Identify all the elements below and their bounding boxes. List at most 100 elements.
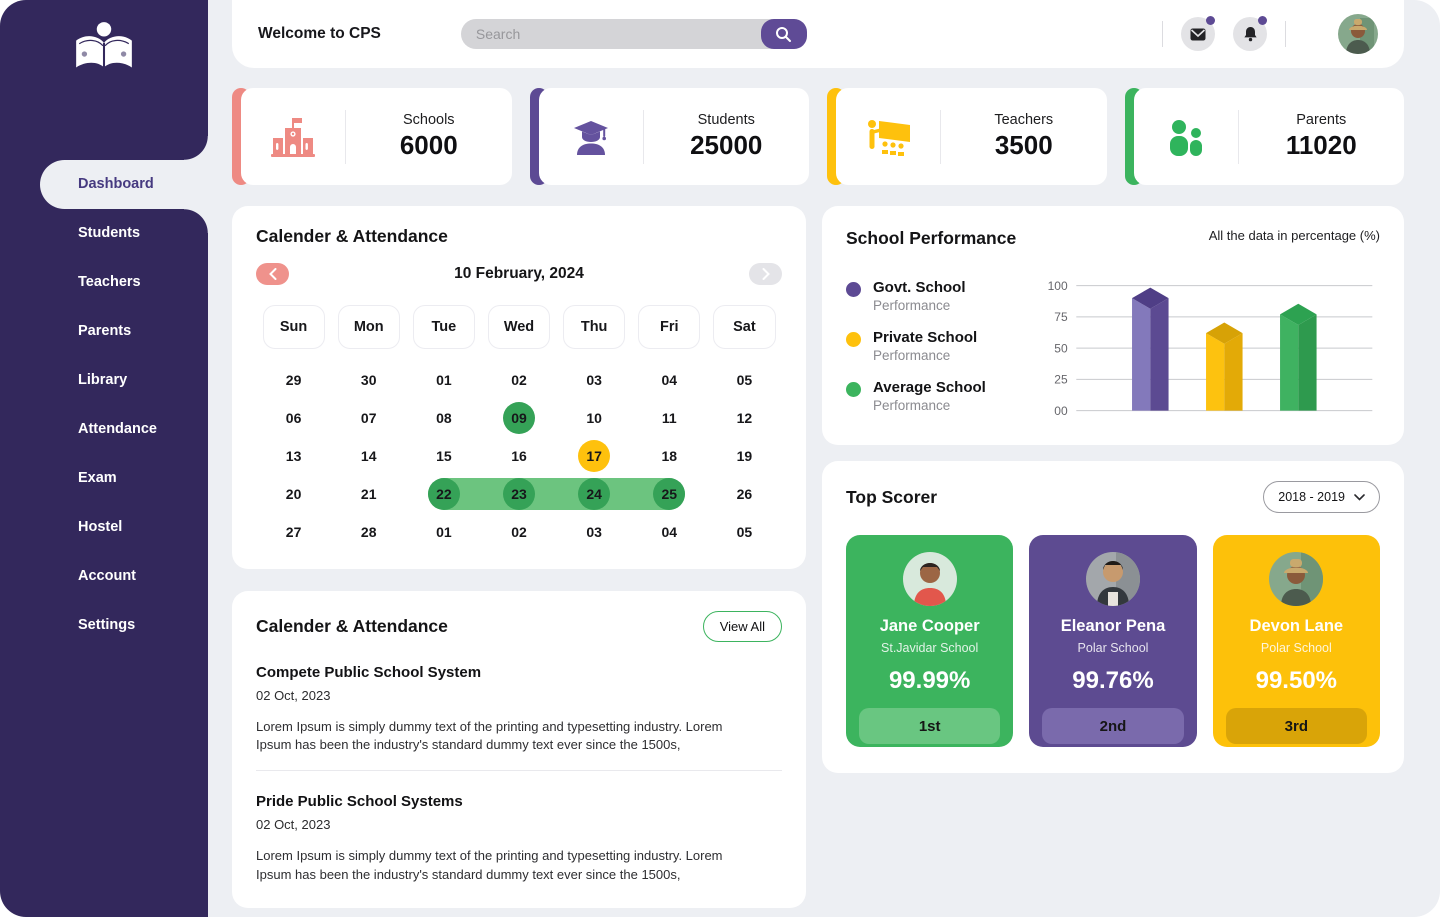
rank-badge[interactable]: 2nd: [1042, 708, 1184, 744]
calendar-day[interactable]: 01: [436, 524, 452, 540]
stat-value: 3500: [994, 130, 1053, 160]
scorer-name: Jane Cooper: [879, 617, 980, 635]
rank-badge[interactable]: 3rd: [1225, 708, 1367, 744]
scorer-card-1st[interactable]: Jane Cooper St.Javidar School 99.99% 1st: [846, 535, 1014, 747]
sidebar-item-label: Dashboard: [78, 175, 154, 192]
sidebar-item-dashboard[interactable]: Dashboard: [40, 135, 208, 233]
scorer-card-2nd[interactable]: Eleanor Pena Polar School 99.76% 2nd: [1029, 535, 1197, 747]
calendar-next-button[interactable]: [749, 263, 782, 285]
calendar-day[interactable]: 02: [511, 372, 527, 388]
sidebar-item-hostel[interactable]: Hostel: [0, 503, 208, 552]
calendar-day[interactable]: 19: [736, 448, 753, 464]
avatar-image: [1338, 14, 1378, 54]
calendar-day[interactable]: 04: [661, 524, 678, 540]
sidebar-item-account[interactable]: Account: [0, 552, 208, 601]
announcement-item[interactable]: Compete Public School System 02 Oct, 202…: [256, 664, 782, 754]
weekday-label: Mon: [337, 305, 400, 349]
legend-dot: [846, 332, 861, 347]
calendar-day[interactable]: 15: [436, 448, 452, 464]
calendar-day[interactable]: 29: [285, 372, 302, 388]
calendar-weekday-row: Sun Mon Tue Wed Thu Fri Sat: [256, 305, 782, 349]
messages-button[interactable]: [1181, 16, 1215, 51]
sidebar-item-label: Library: [78, 371, 128, 388]
sidebar-item-parents[interactable]: Parents: [0, 307, 208, 356]
search-input[interactable]: [460, 19, 807, 49]
calendar-day[interactable]: 05: [736, 524, 753, 540]
topbar-actions: [1162, 14, 1378, 54]
calendar-prev-button[interactable]: [256, 263, 289, 285]
sidebar-item-settings[interactable]: Settings: [0, 601, 208, 650]
weekday-label: Fri: [638, 305, 701, 349]
calendar-day[interactable]: 20: [285, 486, 302, 502]
announcement-title: Compete Public School System: [256, 664, 482, 681]
divider: [1162, 21, 1163, 47]
calendar-day[interactable]: 07: [360, 410, 377, 426]
sidebar-item-library[interactable]: Library: [0, 356, 208, 405]
weekday-label: Sun: [262, 305, 325, 349]
calendar-day[interactable]: 21: [360, 486, 377, 502]
weekday-label: Wed: [487, 305, 551, 349]
year-filter-dropdown[interactable]: 2018 - 2019: [1263, 481, 1380, 513]
sidebar-item-students[interactable]: Students: [0, 209, 208, 258]
sidebar-item-exam[interactable]: Exam: [0, 454, 208, 503]
sidebar-item-label: Exam: [78, 469, 117, 486]
legend-label: Private School: [873, 329, 978, 346]
svg-text:50: 50: [1054, 341, 1068, 355]
scorer-school: Polar School: [1260, 641, 1332, 655]
stat-value: 11020: [1285, 130, 1357, 160]
graduate-student-icon: [573, 120, 608, 155]
calendar-day[interactable]: 12: [736, 410, 753, 426]
stat-card-students: Students 25000: [529, 88, 809, 185]
svg-text:25: 25: [1054, 373, 1068, 387]
stats-row: Schools 6000: [232, 88, 1404, 185]
calendar-day[interactable]: 26: [736, 486, 753, 502]
calendar-day[interactable]: 24: [556, 475, 632, 513]
calendar-day[interactable]: 05: [736, 372, 753, 388]
sidebar-item-teachers[interactable]: Teachers: [0, 258, 208, 307]
stat-label: Students: [697, 112, 755, 128]
school-building-icon: [271, 117, 315, 157]
calendar-day[interactable]: 28: [360, 524, 377, 540]
calendar-day[interactable]: 10: [586, 410, 602, 426]
calendar-day[interactable]: 03: [586, 372, 602, 388]
calendar-day[interactable]: 04: [661, 372, 678, 388]
calendar-day[interactable]: 16: [511, 448, 527, 464]
calendar-day[interactable]: 11: [661, 410, 677, 426]
calendar-day[interactable]: 13: [285, 448, 302, 464]
calendar-day[interactable]: 23: [481, 475, 557, 513]
announcement-item[interactable]: Pride Public School Systems 02 Oct, 2023…: [256, 793, 782, 883]
weekday-label: Thu: [563, 305, 626, 349]
announcement-title: Pride Public School Systems: [256, 793, 463, 811]
calendar-day[interactable]: 18: [661, 448, 678, 464]
sidebar: Dashboard Students Teachers Parents Libr…: [0, 0, 208, 917]
calendar-day[interactable]: 09: [481, 399, 556, 437]
topbar: Welcome to CPS: [232, 0, 1404, 68]
view-all-button[interactable]: View All: [702, 611, 782, 642]
calendar-day[interactable]: 14: [360, 448, 377, 464]
calendar-day[interactable]: 17: [557, 437, 632, 475]
calendar-day[interactable]: 03: [586, 524, 602, 540]
calendar-day[interactable]: 22: [406, 475, 482, 513]
notifications-button[interactable]: [1233, 16, 1267, 51]
calendar-day[interactable]: 27: [285, 524, 302, 540]
divider: [256, 770, 782, 772]
performance-chart: 100 75 50 25 00: [1048, 279, 1373, 418]
scorer-school: St.Javidar School: [881, 641, 979, 655]
calendar-day[interactable]: 02: [511, 524, 527, 540]
sidebar-item-attendance[interactable]: Attendance: [0, 405, 208, 454]
rank-badge[interactable]: 1st: [859, 708, 1001, 744]
svg-text:00: 00: [1054, 404, 1068, 418]
user-avatar[interactable]: [1338, 14, 1378, 54]
calendar-day[interactable]: 01: [436, 372, 452, 388]
calendar-day[interactable]: 08: [436, 410, 452, 426]
main-content: Welcome to CPS: [232, 0, 1404, 917]
search-button[interactable]: [760, 19, 807, 49]
announcements-card: Calender & Attendance View All Compete P…: [232, 591, 806, 908]
scorer-card-3rd[interactable]: Devon Lane Polar School 99.50% 3rd: [1212, 535, 1380, 747]
sidebar-item-label: Parents: [78, 322, 132, 339]
calendar-grid: 29 30 01 02 03 04 05 06 07 08 09 10 11 12 13 14 15 16 17 18…: [256, 361, 782, 551]
teacher-board-icon: [868, 119, 910, 156]
calendar-day[interactable]: 30: [360, 372, 377, 388]
calendar-day[interactable]: 25: [631, 475, 707, 513]
calendar-day[interactable]: 06: [285, 410, 302, 426]
